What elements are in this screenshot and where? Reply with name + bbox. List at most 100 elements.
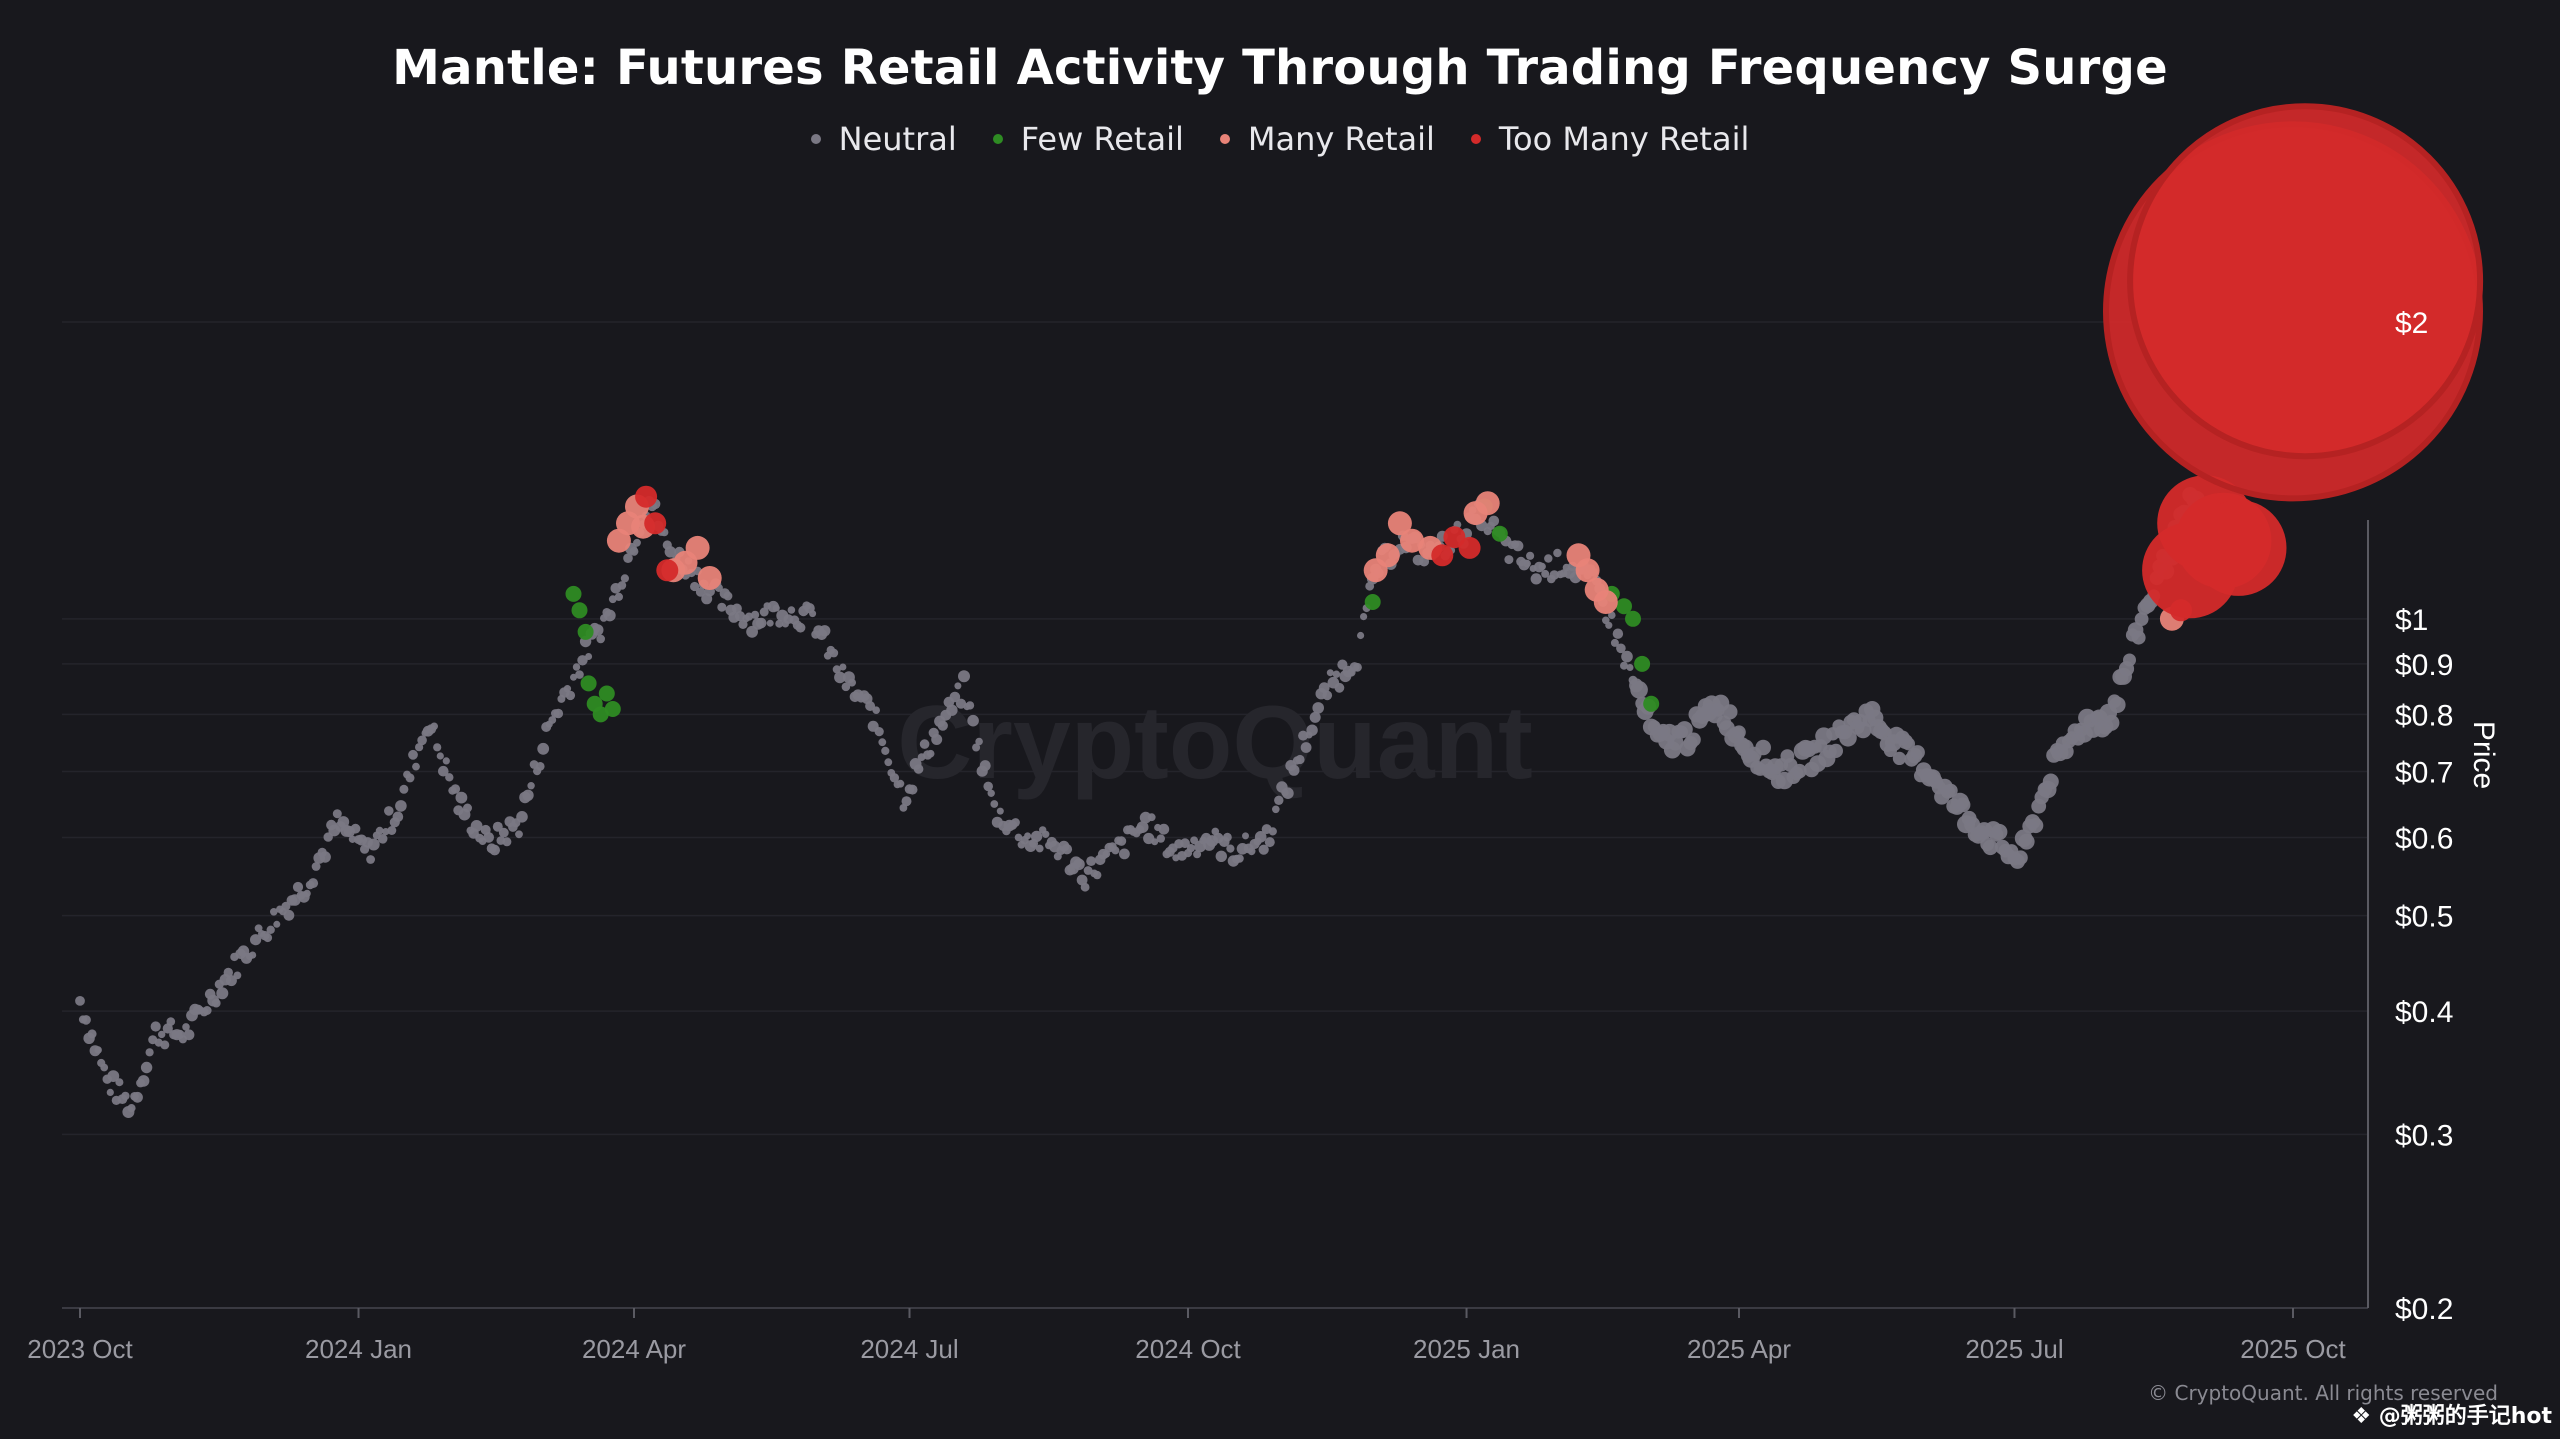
neutral-point [766,619,774,627]
neutral-points [75,487,2239,1118]
neutral-point [1139,811,1152,824]
neutral-point [839,663,847,671]
neutral-point [1254,831,1267,843]
neutral-point [2103,714,2120,731]
copyright-text: © CryptoQuant. All rights reserved [2148,1381,2498,1405]
few-retail-point [565,585,582,602]
neutral-point [751,610,760,619]
neutral-point [377,834,388,844]
neutral-point [608,595,617,604]
x-tick-label: 2023 Oct [27,1334,133,1364]
neutral-point [623,553,633,563]
neutral-point [967,714,979,727]
neutral-point [1180,838,1190,849]
neutral-point [872,706,880,714]
too-many-retail-point [2127,103,2484,460]
neutral-point [1226,844,1235,853]
watermark-text: CryptoQuant [897,685,1533,801]
neutral-point [575,670,584,679]
neutral-point [127,1104,136,1113]
neutral-point [1944,783,1958,798]
neutral-point [1676,721,1693,738]
legend-item-neutral[interactable]: Neutral [810,120,957,158]
neutral-point [834,671,846,684]
neutral-point [399,784,409,794]
y-axis-label: Price [2467,721,2500,789]
neutral-point [1549,570,1560,580]
neutral-point [1011,818,1020,827]
legend-item-many-retail[interactable]: Many Retail [1219,120,1435,158]
neutral-point [563,685,572,693]
neutral-point [106,1088,114,1096]
neutral-point [1030,830,1043,843]
neutral-point [1621,650,1633,663]
neutral-point [367,838,380,851]
neutral-point [1083,866,1093,875]
neutral-point [1024,832,1032,840]
neutral-point [1982,839,1998,856]
neutral-point [901,796,912,807]
neutral-point [450,784,461,794]
y-tick-label: $0.3 [2395,1119,2453,1152]
few-retail-point [1491,525,1508,542]
neutral-point [1610,638,1619,647]
neutral-point [121,1091,130,1101]
neutral-point [629,547,639,556]
neutral-point [1147,813,1156,822]
neutral-point [1318,682,1330,694]
neutral-point [535,762,545,771]
neutral-point [1111,846,1120,855]
neutral-point [548,716,557,724]
too-many-retail-point [635,485,658,508]
neutral-point [829,648,839,658]
neutral-point [1268,827,1277,836]
many-retail-point [1375,543,1400,568]
y-tick-label: $0.7 [2395,757,2453,790]
neutral-point [337,816,350,828]
neutral-point [1541,569,1550,578]
legend-dot-many-retail [1219,134,1230,144]
neutral-point [1274,795,1284,805]
neutral-point [270,908,278,916]
neutral-point [470,820,483,832]
neutral-point [907,784,918,795]
legend-item-too-many-retail[interactable]: Too Many Retail [1470,120,1749,158]
neutral-point [1076,874,1088,886]
neutral-point [483,832,495,843]
neutral-point [1223,832,1232,842]
neutral-point [223,967,233,978]
neutral-point [565,690,576,701]
neutral-point [937,720,948,731]
neutral-point [1902,737,1915,751]
neutral-point [1136,821,1149,833]
neutral-point [1215,850,1228,862]
y-tick-label: $0.4 [2395,996,2453,1029]
neutral-point [1042,830,1050,838]
many-retail-point [1475,491,1500,516]
neutral-point [1526,551,1535,560]
neutral-point [442,757,450,765]
neutral-point [283,909,295,921]
axes: 2023 Oct 2024 Jan 2024 Apr 2024 Jul 2024 Oct… [27,520,2369,1364]
x-tick-label: 2025 Apr [1687,1334,1791,1364]
neutral-point [211,998,221,1008]
neutral-point [202,1006,212,1015]
neutral-point [2018,833,2035,850]
neutral-point [553,708,564,719]
grid-lines [62,321,2368,1309]
y-tick-label: $1 [2395,604,2428,637]
neutral-point [1488,515,1500,527]
neutral-point [1544,554,1553,563]
legend-item-few-retail[interactable]: Few Retail [992,120,1184,158]
neutral-point [1608,611,1616,619]
neutral-point [384,806,394,816]
neutral-point [216,987,229,1000]
neutral-point [308,878,319,889]
neutral-point [949,691,961,703]
neutral-point [158,1030,166,1039]
few-retail-point [577,623,594,640]
neutral-point [958,670,970,683]
neutral-point [1119,848,1130,860]
neutral-point [1955,797,1971,813]
